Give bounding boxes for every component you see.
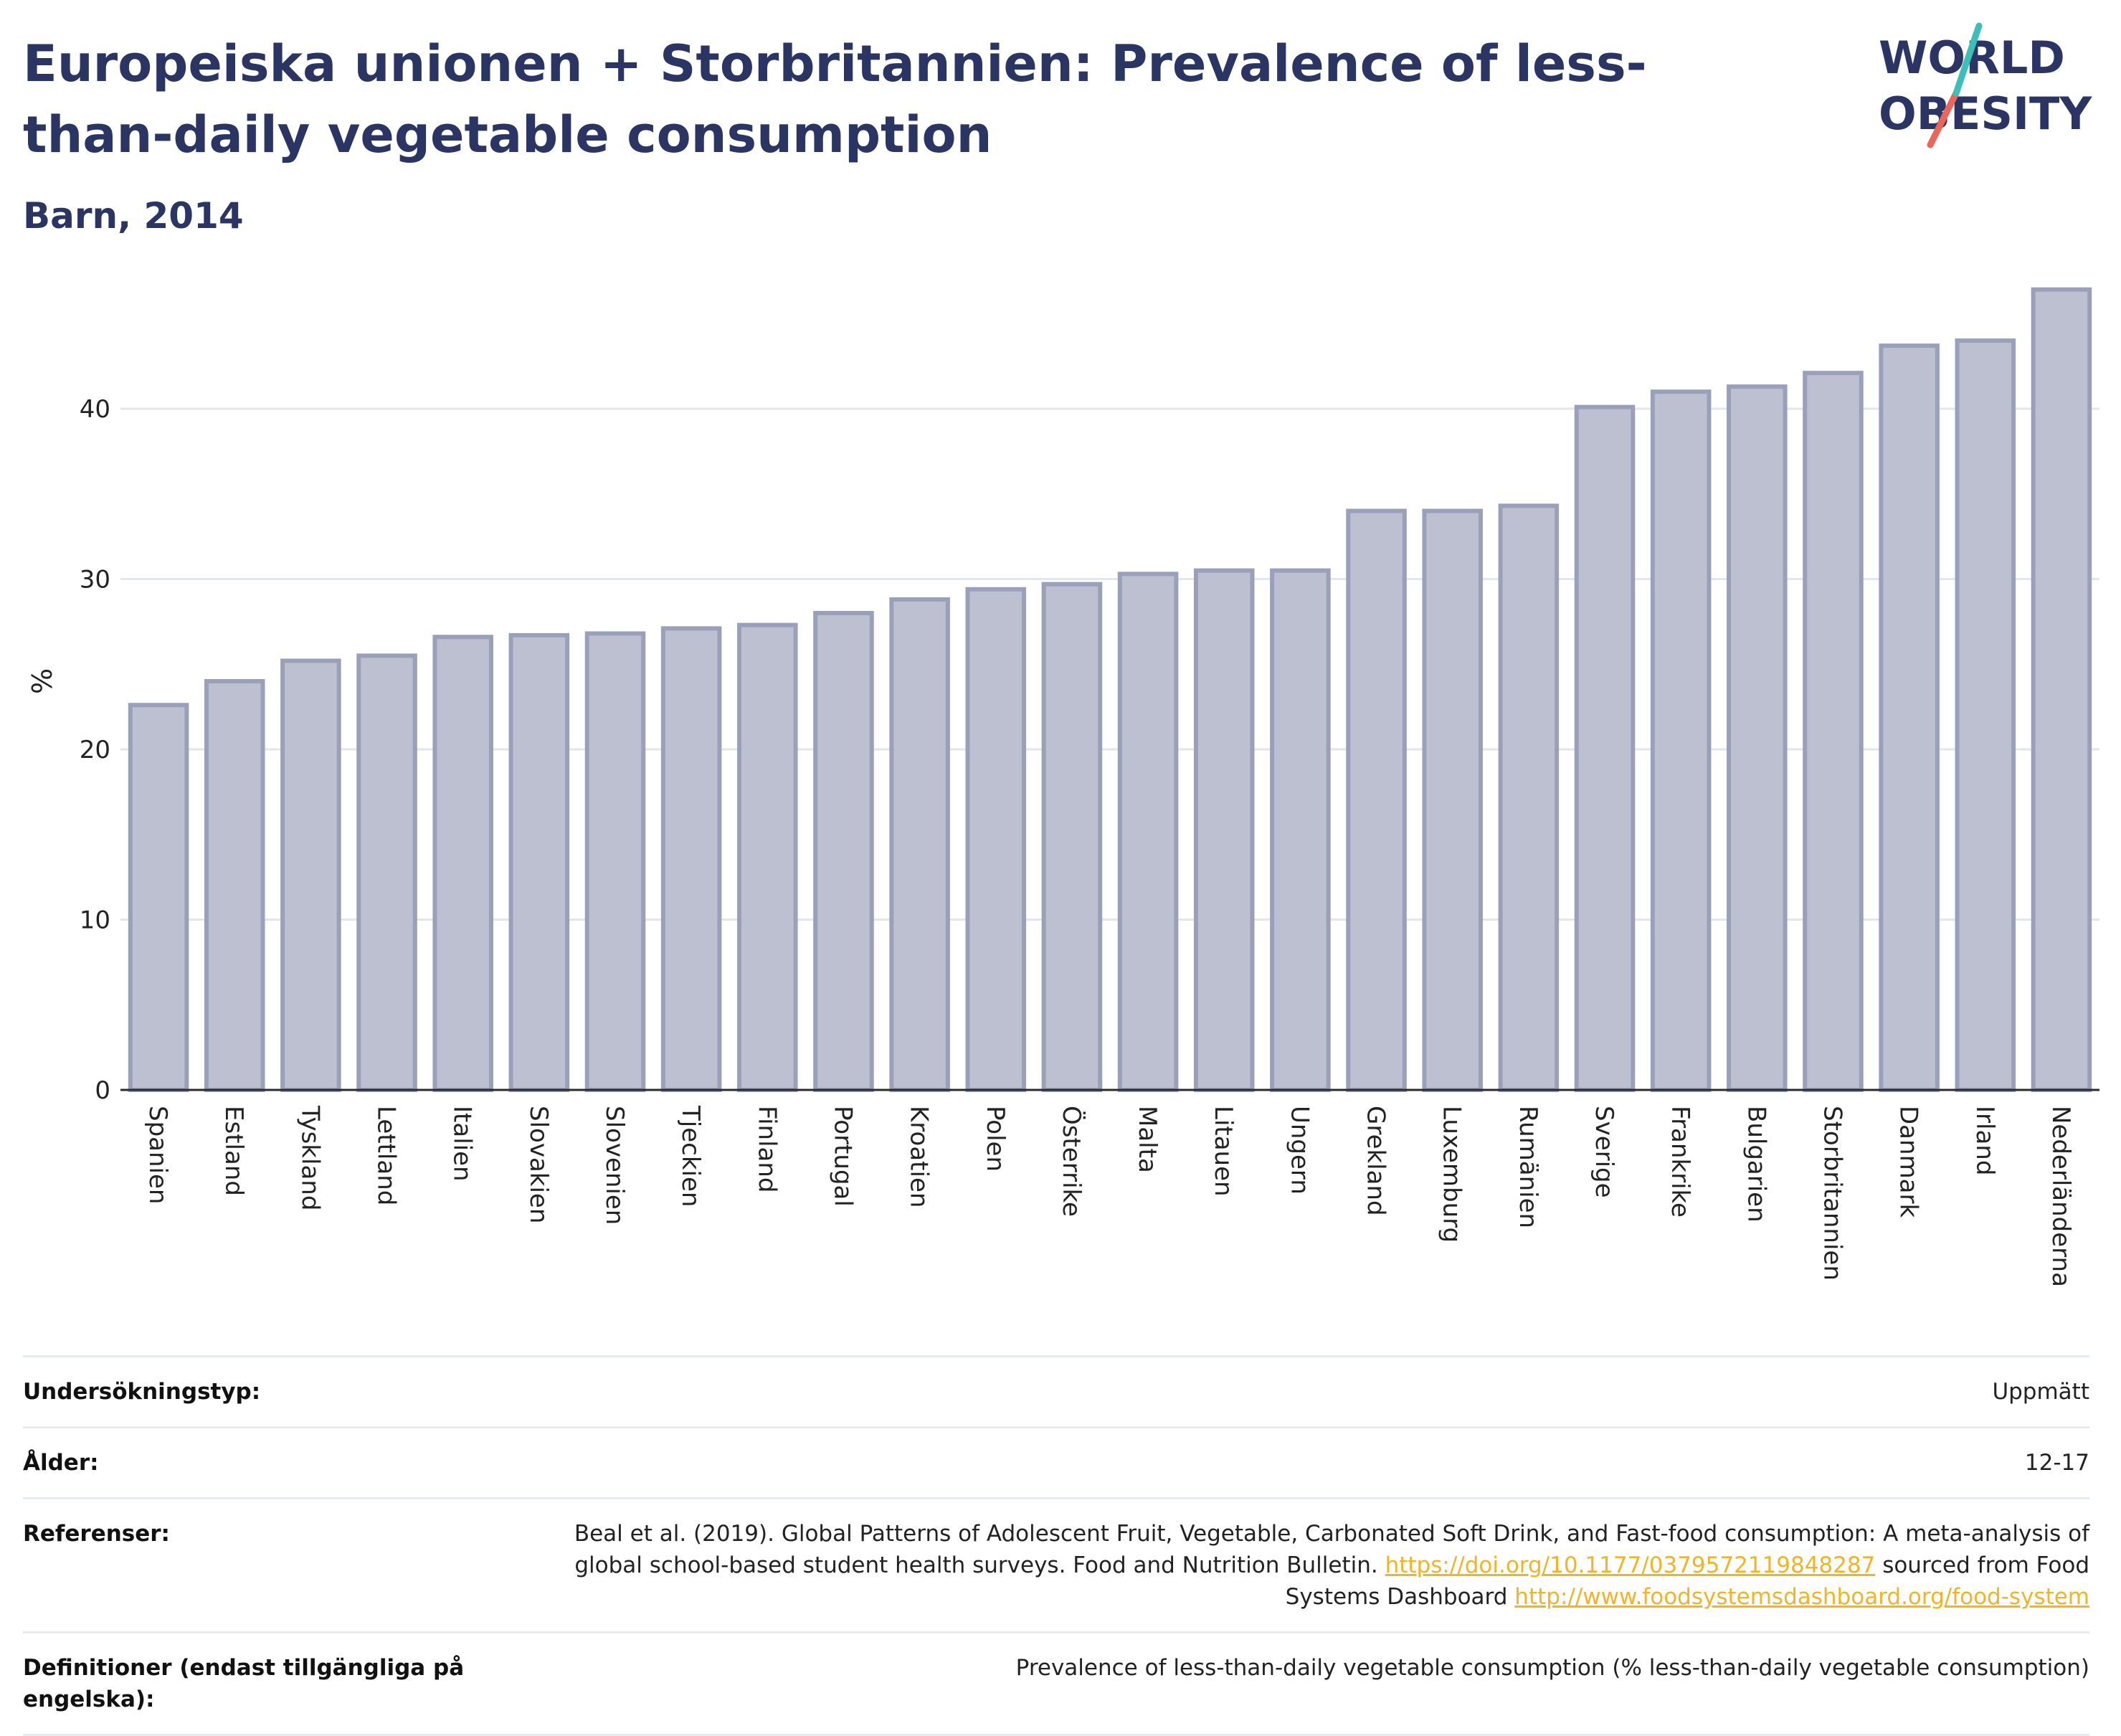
- bar: [2031, 287, 2092, 1092]
- bar: [1041, 582, 1103, 1092]
- x-tick-label: Österrike: [1057, 1106, 1086, 1217]
- meta-row-survey-type: Undersökningstyp: Uppmätt: [23, 1355, 2089, 1426]
- x-tick-label: Italien: [448, 1106, 477, 1182]
- bar: [432, 635, 493, 1092]
- x-tick-label: Slovakien: [524, 1106, 553, 1223]
- y-tick-label: 0: [95, 1076, 110, 1105]
- bar: [280, 658, 341, 1092]
- meta-value-references: Beal et al. (2019). Global Patterns of A…: [548, 1518, 2089, 1613]
- y-tick-label: 10: [80, 906, 110, 935]
- metadata-table: Undersökningstyp: Uppmätt Ålder: 12-17 R…: [23, 1355, 2089, 1736]
- bar: [204, 679, 265, 1092]
- food-systems-link[interactable]: http://www.foodsystemsdashboard.org/food…: [1514, 1584, 2089, 1611]
- reference-source-text: sourced from Food Systems Dashboard: [1285, 1552, 2089, 1611]
- meta-row-age: Ålder: 12-17: [23, 1426, 2089, 1497]
- world-obesity-logo: WORLD OBESITY: [1879, 22, 2092, 148]
- meta-value: Prevalence of less-than-daily vegetable …: [1015, 1655, 2089, 1682]
- x-tick-label: Polen: [981, 1106, 1010, 1172]
- meta-label: Undersökningstyp:: [23, 1379, 261, 1405]
- doi-link[interactable]: https://doi.org/10.1177/0379572119848287: [1385, 1552, 1876, 1579]
- x-tick-label: Finland: [752, 1106, 781, 1193]
- x-tick-label: Litauen: [1209, 1106, 1238, 1197]
- bar: [584, 631, 646, 1092]
- x-tick-label: Lettland: [372, 1106, 401, 1205]
- bar: [356, 653, 417, 1092]
- chart-subtitle: Barn, 2014: [23, 195, 244, 237]
- meta-value: Uppmätt: [1992, 1379, 2089, 1405]
- bar: [889, 597, 950, 1092]
- bar: [1270, 568, 1331, 1092]
- bar: [1498, 503, 1560, 1092]
- x-tick-label: Portugal: [828, 1106, 857, 1207]
- meta-label: Ålder:: [23, 1450, 99, 1476]
- bar: [965, 587, 1027, 1092]
- y-tick-label: 40: [80, 395, 110, 424]
- x-tick-label: Tyskland: [295, 1105, 324, 1210]
- x-tick-label: Storbritannien: [1818, 1106, 1846, 1281]
- bar: [660, 626, 722, 1092]
- x-tick-label: Grekland: [1362, 1106, 1390, 1216]
- x-tick-label: Spanien: [143, 1106, 172, 1204]
- bar: [1422, 508, 1483, 1092]
- x-tick-label: Slovenien: [600, 1106, 629, 1225]
- bar: [1117, 571, 1179, 1092]
- bar: [1879, 343, 1940, 1092]
- svg-text:OBESITY: OBESITY: [1879, 87, 2092, 140]
- bar: [1346, 508, 1407, 1092]
- x-tick-label: Rumänien: [1514, 1106, 1542, 1228]
- meta-label: Referenser:: [23, 1521, 170, 1547]
- x-tick-label: Nederländerna: [2046, 1106, 2075, 1287]
- meta-row-definitions: Definitioner (endast tillgängliga på eng…: [23, 1631, 2089, 1736]
- x-tick-label: Frankrike: [1666, 1106, 1694, 1218]
- x-tick-label: Estland: [219, 1106, 248, 1196]
- meta-value: 12-17: [2024, 1450, 2089, 1476]
- bar: [128, 703, 189, 1092]
- bar: [1193, 568, 1255, 1092]
- reference-text: Beal et al. (2019). Global Patterns of A…: [574, 1521, 2089, 1579]
- meta-row-references: Referenser: Beal et al. (2019). Global P…: [23, 1497, 2089, 1631]
- bar: [1727, 384, 1788, 1092]
- chart-title: Europeiska unionen + Storbritannien: Pre…: [23, 34, 1647, 165]
- x-tick-label: Irland: [1970, 1106, 1999, 1175]
- x-tick-label: Luxemburg: [1438, 1106, 1466, 1243]
- bar: [737, 622, 798, 1092]
- x-tick-label: Danmark: [1894, 1106, 1923, 1218]
- x-tick-label: Sverige: [1590, 1106, 1618, 1198]
- bar: [1650, 389, 1712, 1092]
- x-tick-label: Ungern: [1285, 1106, 1314, 1195]
- x-tick-label: Tjeckien: [676, 1105, 705, 1207]
- x-tick-label: Kroatien: [905, 1106, 934, 1208]
- bar: [1803, 371, 1864, 1092]
- bar: [1955, 338, 2016, 1092]
- x-tick-label: Malta: [1133, 1106, 1162, 1173]
- y-tick-label: 30: [80, 566, 110, 594]
- bar-chart: 0 10 20 30 40% Spanien Estland Tyskland Lettland…: [27, 287, 2099, 1287]
- x-tick-label: Bulgarien: [1742, 1106, 1770, 1223]
- bar: [508, 632, 570, 1092]
- bar: [813, 611, 874, 1092]
- meta-label: Definitioner (endast tillgängliga på eng…: [23, 1655, 465, 1713]
- y-axis-label: %: [27, 668, 58, 694]
- y-tick-label: 20: [80, 736, 110, 764]
- bar: [1574, 404, 1636, 1092]
